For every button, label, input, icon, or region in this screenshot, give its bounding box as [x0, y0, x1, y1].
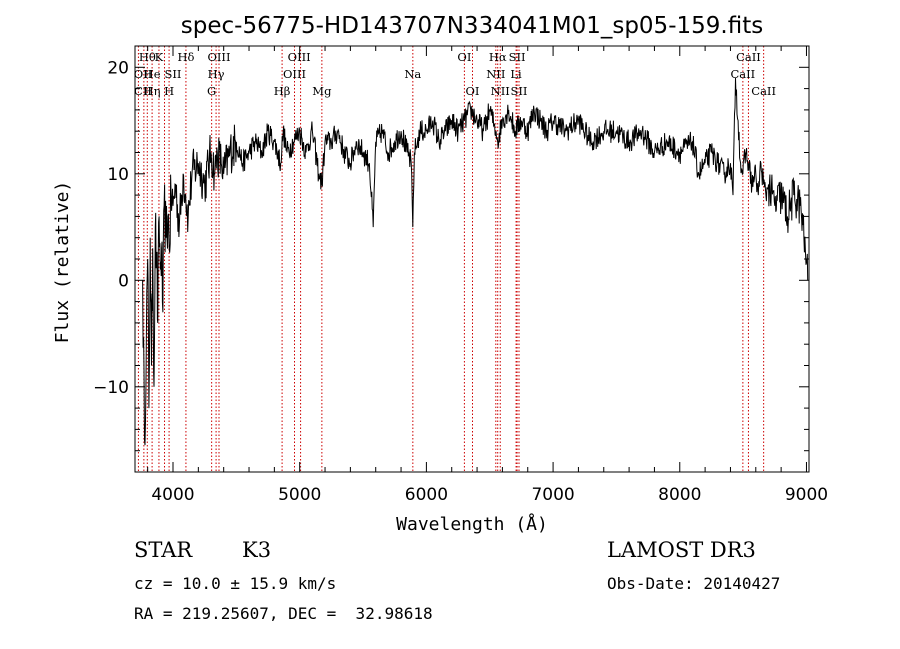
spectral-line-markers [137, 46, 765, 472]
spectral-line-label: CII [134, 84, 152, 98]
x-axis-label: Wavelength (Å) [396, 513, 548, 535]
spectral-line-label: He [144, 67, 161, 81]
spectral-line-label: Hα [489, 50, 507, 64]
spectral-line-label: CaII [751, 84, 776, 98]
survey-name: LAMOST DR3 [607, 538, 756, 562]
spectral-line-label: OIII [283, 67, 306, 81]
spectrum-line [142, 77, 809, 446]
x-tick-label: 6000 [405, 485, 448, 505]
spectral-line-label: K [155, 50, 164, 64]
spectral-line-label: Hγ [208, 67, 225, 81]
x-tick-label: 4000 [151, 485, 194, 505]
x-tick-label: 9000 [785, 485, 828, 505]
spectral-line-label: NII [491, 84, 510, 98]
spectral-line-label: OII [134, 67, 153, 81]
x-tick-label: 7000 [531, 485, 574, 505]
y-tick-label: −10 [93, 378, 129, 398]
spectral-line-label: CaII [736, 50, 761, 64]
object-class: STAR [134, 538, 193, 562]
spectral-line-label: OI [457, 50, 471, 64]
spectral-line-label: H [164, 84, 174, 98]
spectral-line-label: Hη [144, 84, 161, 98]
chart-title: spec-56775-HD143707N334041M01_sp05-159.f… [181, 13, 763, 39]
spectral-line-label: Na [404, 67, 421, 81]
coordinates: RA = 219.25607, DEC = 32.98618 [134, 604, 433, 623]
y-tick-label: 0 [118, 271, 129, 291]
y-tick-label: 10 [107, 165, 129, 185]
y-axis: −10 0 10 20 [93, 45, 809, 452]
spectral-line-label: Hδ [177, 50, 194, 64]
x-tick-label: 8000 [658, 485, 701, 505]
spectral-line-label: G [207, 84, 216, 98]
spectral-line-label: OIII [207, 50, 230, 64]
spectral-line-label: SII [509, 50, 526, 64]
spectral-line-label: SII [165, 67, 182, 81]
spectral-line-label: OI [466, 84, 480, 98]
x-axis: 4000 5000 6000 7000 8000 9000 [147, 46, 828, 505]
x-tick-label: 5000 [278, 485, 321, 505]
observation-date: Obs-Date: 20140427 [607, 574, 781, 593]
spectral-line-label: Hβ [274, 84, 291, 98]
spectral-line-label: Li [510, 67, 522, 81]
y-tick-label: 20 [107, 58, 129, 78]
object-subclass: K3 [242, 538, 272, 562]
spectral-line-labels: Hθ OII CII He Hη K Hδ SII H OIII Hγ G OIII OIII Hβ Mg Na… [134, 50, 776, 98]
spectral-line-label: CaII [730, 67, 755, 81]
spectral-line-label: SII [511, 84, 528, 98]
y-axis-label: Flux (relative) [52, 181, 73, 344]
spectral-line-label: Mg [312, 84, 332, 98]
spectral-line-label: OIII [288, 50, 311, 64]
redshift-cz: cz = 10.0 ± 15.9 km/s [134, 574, 337, 593]
spectral-line-label: Hθ [139, 50, 156, 64]
spectral-line-label: NII [486, 67, 505, 81]
